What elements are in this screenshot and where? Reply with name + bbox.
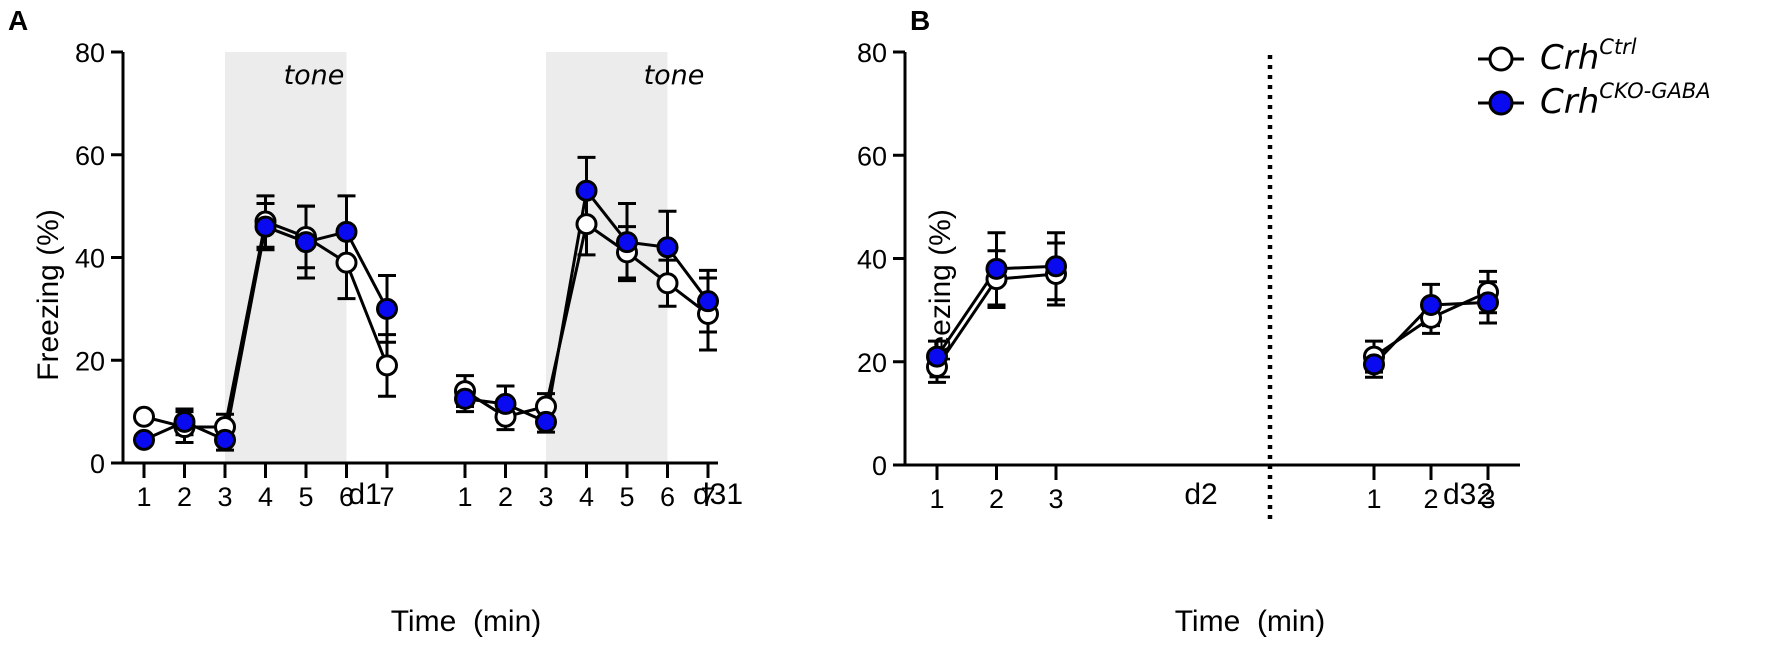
x-tick-label: 1 xyxy=(136,482,151,512)
x-tick-label: 2 xyxy=(498,482,513,512)
data-point-cko xyxy=(697,290,719,313)
panel-a-shades xyxy=(225,52,668,463)
tone-label-2: tone xyxy=(644,60,705,91)
data-point-cko xyxy=(335,220,358,243)
x-tick-label: 3 xyxy=(1480,484,1495,514)
panel-b-day-label-d32: d32 xyxy=(1443,478,1493,511)
panel-a-data xyxy=(133,155,719,452)
legend-label-ctrl-sup: Ctrl xyxy=(1599,35,1637,59)
panel-a-day-label-d1: d1 xyxy=(348,478,381,511)
data-point-ctrl xyxy=(335,251,358,274)
y-tick-label: 0 xyxy=(872,451,887,481)
legend-label-ctrl-base: Crh xyxy=(1540,38,1599,78)
panel-b-y-axis: 0 20 40 60 80 xyxy=(857,38,907,481)
data-point-cko xyxy=(1045,255,1067,278)
y-tick-label: 0 xyxy=(90,449,105,479)
data-point-cko xyxy=(295,231,317,254)
panel-b-x-label: Time (min) xyxy=(1175,605,1326,638)
legend-item-ctrl: CrhCtrl xyxy=(1478,35,1637,78)
data-point-cko xyxy=(1363,353,1385,376)
legend-marker-ctrl xyxy=(1488,46,1514,72)
x-tick-label: 4 xyxy=(258,482,273,512)
x-tick-label: 2 xyxy=(1423,484,1438,514)
y-tick-label: 40 xyxy=(857,245,887,275)
data-point-cko xyxy=(535,410,557,433)
x-tick-label: 6 xyxy=(660,482,675,512)
data-point-cko xyxy=(1477,291,1499,314)
data-point-cko xyxy=(214,428,236,451)
x-tick-label: 3 xyxy=(1048,484,1063,514)
x-tick-label: 3 xyxy=(538,482,553,512)
panel-a-y-label: Freezing (%) xyxy=(32,209,65,381)
x-tick-label: 5 xyxy=(298,482,313,512)
legend-label-cko-sup: CKO-GABA xyxy=(1599,79,1710,103)
x-tick-label: 2 xyxy=(177,482,192,512)
x-tick-label: 2 xyxy=(989,484,1004,514)
group-d2 xyxy=(926,231,1067,384)
group-d31 xyxy=(454,155,719,434)
data-point-ctrl xyxy=(376,354,398,377)
panel-a-shade-labels: tone tone xyxy=(284,60,705,91)
panel-b-x-axis: 1 2 3 1 2 3 xyxy=(905,463,1520,514)
data-point-cko xyxy=(616,231,638,254)
x-tick-label: 1 xyxy=(929,484,944,514)
tone-label-1: tone xyxy=(284,60,345,91)
y-tick-label: 20 xyxy=(857,348,887,378)
panel-a-day-label-d31: d31 xyxy=(693,478,743,511)
x-tick-label: 6 xyxy=(339,482,354,512)
x-tick-label: 3 xyxy=(217,482,232,512)
data-point-ctrl xyxy=(575,213,598,236)
y-tick-label: 40 xyxy=(75,244,105,274)
data-point-cko xyxy=(926,345,948,368)
x-tick-label: 7 xyxy=(700,482,715,512)
x-tick-label: 1 xyxy=(1366,484,1381,514)
data-point-cko xyxy=(173,410,196,433)
y-tick-label: 80 xyxy=(857,38,887,68)
tone-shade xyxy=(546,52,668,463)
data-point-cko xyxy=(454,387,476,410)
x-tick-label: 4 xyxy=(579,482,594,512)
legend-label-cko-base: Crh xyxy=(1540,82,1599,122)
legend-marker-cko xyxy=(1488,90,1514,116)
data-point-ctrl xyxy=(656,272,679,295)
legend-label-ctrl: CrhCtrl xyxy=(1540,35,1637,78)
y-tick-label: 80 xyxy=(75,38,105,68)
panel-b-data xyxy=(926,231,1499,384)
x-tick-label: 5 xyxy=(619,482,634,512)
y-tick-label: 60 xyxy=(75,141,105,171)
data-point-cko xyxy=(1420,293,1442,316)
legend-item-cko: CrhCKO-GABA xyxy=(1478,79,1711,122)
data-point-ctrl xyxy=(133,405,155,428)
data-point-cko xyxy=(985,257,1008,280)
panel-a-y-axis: 0 20 40 60 80 xyxy=(75,38,125,479)
tone-shade xyxy=(225,52,347,463)
x-tick-label: 1 xyxy=(457,482,472,512)
data-point-cko xyxy=(575,179,598,202)
panel-a-x-label: Time (min) xyxy=(391,605,542,638)
legend: CrhCtrl CrhCKO-GABA xyxy=(1478,35,1711,122)
panel-b-label: B xyxy=(910,5,930,36)
data-point-cko xyxy=(133,428,155,451)
group-d1 xyxy=(133,194,398,452)
group-d32 xyxy=(1363,269,1499,379)
panel-b-day-label-d2: d2 xyxy=(1184,478,1217,511)
data-point-cko xyxy=(494,392,517,415)
y-tick-label: 60 xyxy=(857,141,887,171)
data-point-cko xyxy=(254,215,277,238)
data-point-cko xyxy=(376,297,398,320)
x-tick-label: 7 xyxy=(379,482,394,512)
panel-a-label: A xyxy=(8,5,28,36)
y-tick-label: 20 xyxy=(75,346,105,376)
legend-label-cko: CrhCKO-GABA xyxy=(1540,79,1711,122)
data-point-cko xyxy=(656,236,679,259)
